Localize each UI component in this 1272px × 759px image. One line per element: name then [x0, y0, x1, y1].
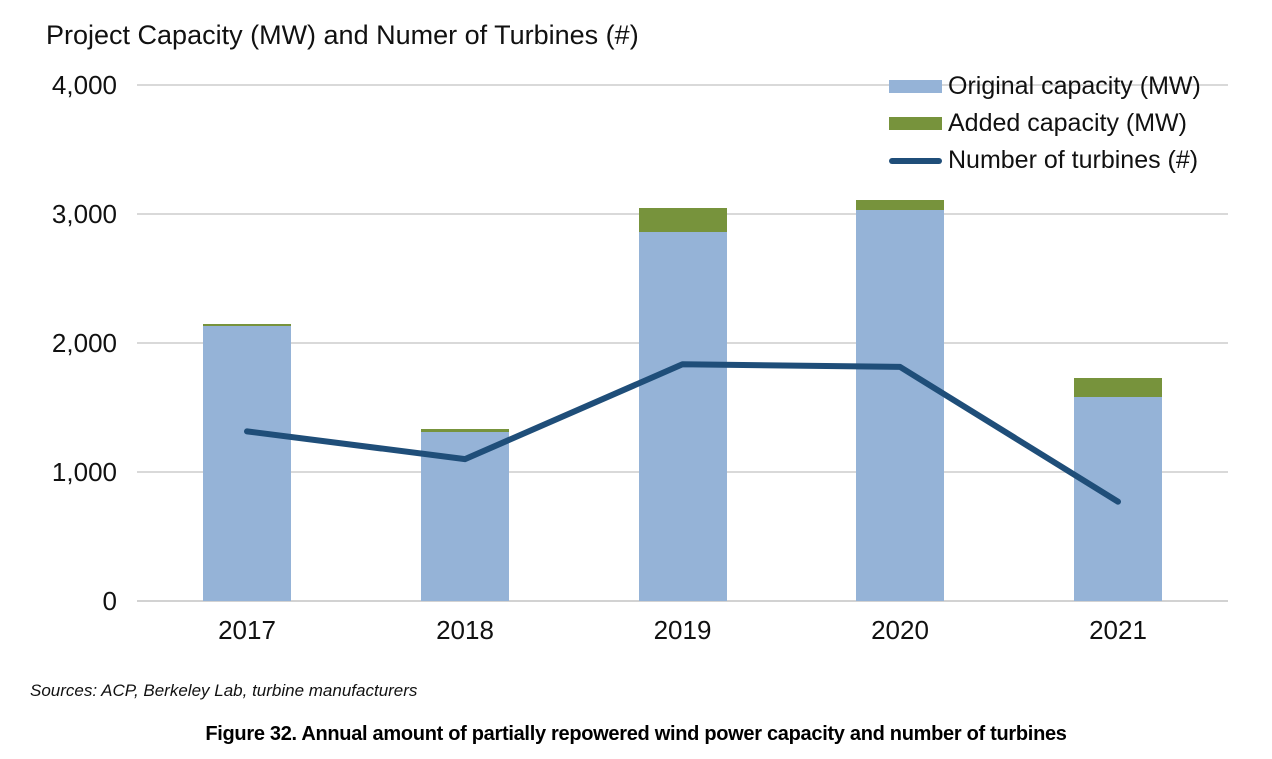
- bar-2021: [1074, 378, 1162, 601]
- legend-row-added: Added capacity (MW): [889, 105, 1201, 142]
- turbines-line-swatch-icon: [889, 157, 942, 164]
- bar-segment-added-2021: [1074, 378, 1162, 398]
- chart-title: Project Capacity (MW) and Numer of Turbi…: [46, 20, 639, 50]
- y-tick-label: 0: [102, 586, 117, 616]
- original-capacity-swatch-icon: [889, 80, 942, 93]
- legend-label-added: Added capacity (MW): [948, 109, 1187, 137]
- bar-segment-added-2020: [856, 200, 944, 211]
- bar-2020: [856, 200, 944, 601]
- legend-row-original: Original capacity (MW): [889, 68, 1201, 105]
- bar-segment-added-2019: [638, 207, 727, 233]
- bar-segment-original-2020: [856, 210, 944, 601]
- y-tick-label: 1,000: [51, 457, 117, 487]
- added-capacity-swatch-icon: [889, 117, 942, 130]
- bar-segment-original-2019: [638, 232, 727, 601]
- legend-label-turbines: Number of turbines (#): [948, 146, 1199, 174]
- bar-segment-added-2018: [421, 429, 509, 433]
- bar-2019: [638, 207, 727, 601]
- sources-note: Sources: ACP, Berkeley Lab, turbine manu…: [30, 681, 418, 700]
- y-tick-label: 2,000: [51, 328, 117, 358]
- bar-segment-original-2017: [203, 326, 291, 601]
- x-tick-label-2019: 2019: [653, 615, 712, 645]
- bar-segment-added-2017: [203, 323, 291, 327]
- x-tick-label-2017: 2017: [218, 615, 276, 645]
- plot-area: [137, 84, 1228, 602]
- x-tick-label-2018: 2018: [436, 615, 494, 645]
- turbines-line-chart: [244, 361, 1121, 505]
- x-tick-label-2020: 2020: [871, 615, 929, 645]
- x-tick-label-2021: 2021: [1089, 615, 1147, 645]
- legend-label-original: Original capacity (MW): [948, 72, 1201, 100]
- legend-row-turbines: Number of turbines (#): [889, 142, 1201, 179]
- figure-caption: Figure 32. Annual amount of partially re…: [205, 723, 1067, 745]
- gridline: [137, 84, 1228, 86]
- bar-2017: [203, 323, 291, 601]
- y-tick-label: 3,000: [51, 199, 117, 229]
- gridline: [137, 600, 1228, 602]
- y-tick-label: 4,000: [51, 70, 117, 100]
- turbines-line: [244, 361, 1121, 505]
- legend: Original capacity (MW) Added capacity (M…: [889, 68, 1201, 179]
